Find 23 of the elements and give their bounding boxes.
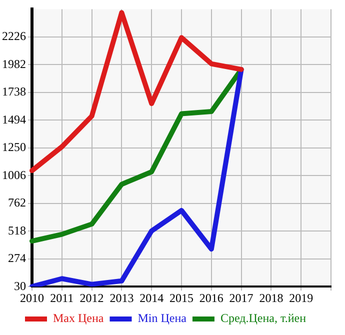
x-tick-label: 2013 — [110, 290, 134, 305]
y-tick-label: 1494 — [2, 112, 26, 126]
x-tick-label: 2015 — [170, 290, 194, 305]
legend-label: Min Цена — [138, 311, 188, 326]
x-tick-label: 2011 — [50, 290, 74, 305]
y-tick-label: 1250 — [2, 140, 26, 154]
x-tick-label: 2016 — [199, 290, 224, 305]
y-tick-label: 1982 — [2, 56, 26, 71]
x-tick-label: 2012 — [80, 290, 104, 305]
x-tick-label: 2017 — [229, 290, 254, 305]
legend-label: Max Цена — [52, 311, 104, 326]
legend-label: Сред.Цена, т.йен — [220, 311, 307, 326]
x-tick-label: 2018 — [259, 290, 284, 305]
y-tick-label: 762 — [8, 196, 26, 210]
y-tick-label: 1006 — [2, 168, 26, 182]
x-tick-label: 2019 — [289, 290, 314, 305]
y-tick-label: 518 — [8, 223, 26, 238]
y-tick-label: 30 — [14, 278, 26, 293]
x-tick-label: 2014 — [140, 290, 164, 305]
y-tick-label: 274 — [8, 251, 26, 266]
x-tick-label: 2010 — [20, 290, 44, 305]
y-tick-label: 1738 — [2, 84, 26, 99]
y-tick-label: 2226 — [2, 29, 26, 44]
